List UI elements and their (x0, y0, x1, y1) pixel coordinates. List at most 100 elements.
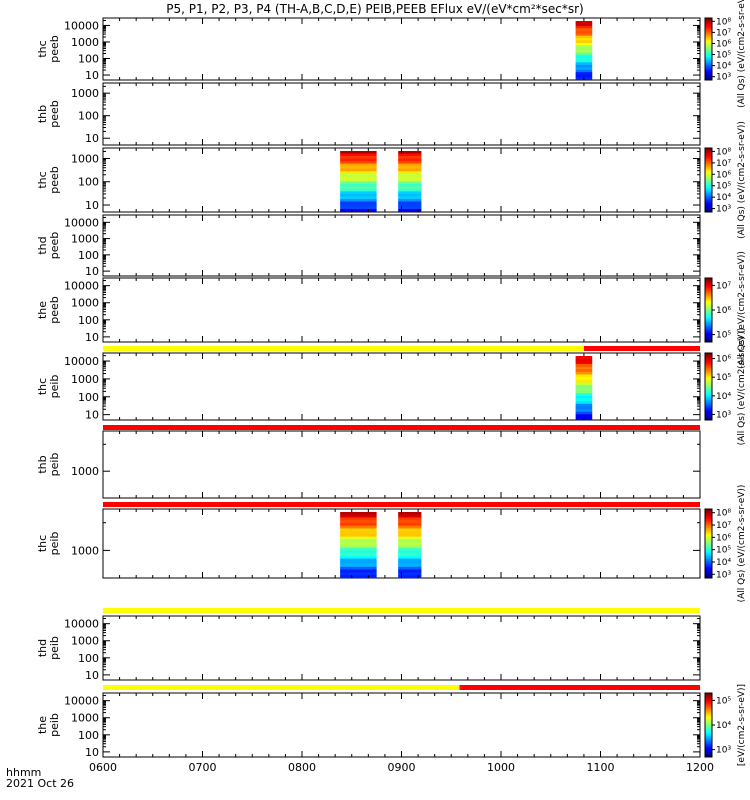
y-tick-label: 10 (85, 132, 99, 145)
spectrogram-cell (340, 522, 377, 527)
colorbar-cell (705, 338, 712, 341)
colorbar-cell (705, 411, 712, 414)
spectrogram-cell (575, 45, 593, 49)
y-tick-label: 100 (78, 110, 99, 123)
colorbar-cell (705, 24, 712, 27)
date-label: 2021 Oct 26 (6, 777, 75, 790)
colorbar-cell (705, 165, 712, 168)
status-bar-segment (103, 425, 700, 430)
colorbar-label: (All Qs) (eV/(cm2-s-sr-eV)) (737, 485, 747, 603)
colorbar-cell (705, 154, 712, 157)
panel-label-product: peeb (48, 296, 61, 324)
colorbar-cell (705, 359, 712, 362)
colorbar-cell (705, 354, 712, 357)
spectrogram-cell (575, 52, 593, 56)
y-tick-label: 10000 (64, 695, 99, 708)
colorbar-cell (705, 324, 712, 327)
spectrogram-cell (340, 209, 377, 213)
colorbar-cell (705, 747, 712, 750)
colorbar-cell (705, 401, 712, 404)
status-bar-segment (459, 685, 700, 690)
status-bar-segment (103, 685, 460, 690)
spectrogram-cell (398, 153, 422, 157)
colorbar-cell (705, 752, 712, 755)
colorbar-cell (705, 329, 712, 332)
colorbar-cell (705, 56, 712, 59)
colorbar-cell (705, 571, 712, 574)
colorbar-cell (705, 167, 712, 170)
colorbar-cell (705, 27, 712, 30)
colorbar-cell (705, 374, 712, 377)
colorbar-cell (705, 156, 712, 159)
panel-label: thc peib (36, 375, 61, 399)
colorbar-tick-label: 10⁵ (716, 546, 731, 556)
y-tick-label: 100 (78, 652, 99, 665)
spectrogram-cell (575, 401, 593, 405)
colorbar-cell (705, 19, 712, 22)
colorbar-tick-label: 10⁴ (716, 721, 731, 731)
panel-label-probe: the (36, 301, 49, 319)
spectrogram-cell (340, 163, 377, 167)
colorbar-cell (705, 710, 712, 713)
spectrogram-cell (340, 528, 377, 532)
colorbar-cell (705, 64, 712, 67)
colorbar-cell (705, 294, 712, 297)
colorbar-cell (705, 210, 712, 213)
spectrogram-cell (398, 531, 422, 535)
spectrogram-cell (398, 542, 422, 546)
colorbar-cell (705, 70, 712, 73)
y-tick-label: 100 (78, 53, 99, 66)
colorbar-cell (705, 340, 712, 343)
y-tick-label: 1000 (71, 152, 99, 165)
colorbar-cell (705, 50, 712, 53)
colorbar-cell (705, 28, 712, 31)
colorbar-cell (705, 409, 712, 413)
spectrogram-cell (575, 377, 593, 381)
spectrogram-cell (575, 35, 593, 39)
colorbar-tick-label: 10⁶ (716, 533, 731, 543)
colorbar-cell (705, 289, 712, 292)
colorbar-cell (705, 562, 712, 565)
panel-label: the peeb (36, 296, 61, 324)
colorbar-cell (705, 408, 712, 411)
spectrogram-cell (398, 555, 422, 560)
colorbar-cell (705, 363, 712, 366)
panel-label-product: peeb (48, 35, 61, 63)
colorbar-cell (705, 737, 712, 740)
colorbar-cell (705, 550, 712, 553)
spectrogram-cell (340, 542, 377, 546)
colorbar-cell (705, 316, 712, 319)
spectrogram-cell (340, 561, 377, 565)
colorbar-cell (705, 414, 712, 418)
colorbar-cell (705, 512, 712, 515)
spectrogram-cell (575, 62, 593, 66)
y-tick-label: 1000 (71, 87, 99, 100)
colorbar-cell (705, 694, 712, 697)
colorbar-label: (All Qs) (eV/(cm2-s-sr-eV)) (737, 251, 747, 369)
colorbar-cell (705, 559, 712, 562)
colorbar-tick-label: 10⁶ (716, 306, 731, 316)
spectrogram-cell (340, 544, 377, 549)
panel-label: thc peeb (36, 166, 61, 194)
spectrogram-cell (398, 564, 422, 568)
colorbar-cell (705, 749, 712, 752)
colorbar-cell (705, 330, 712, 333)
x-tick-label: 0700 (189, 761, 217, 774)
colorbar-tick-label: 10⁵ (716, 696, 731, 706)
spectrogram-cell (575, 406, 593, 410)
spectrogram-cell (340, 181, 377, 185)
colorbar-cell (705, 189, 712, 192)
spectrogram-cell (575, 38, 593, 41)
colorbar-cell (705, 303, 712, 306)
y-tick-label: 1000 (71, 712, 99, 725)
spectrogram-cell (398, 178, 422, 182)
spectrogram-cell (575, 409, 593, 413)
spectrogram-cell (575, 369, 593, 373)
colorbar-cell (705, 300, 712, 303)
colorbar-cell (705, 39, 712, 42)
panel-frame (102, 17, 701, 81)
colorbar-cell (705, 391, 712, 394)
spectrogram-cell (340, 572, 377, 576)
spectrogram-cell (575, 57, 593, 61)
spectrogram-cell (340, 186, 377, 190)
